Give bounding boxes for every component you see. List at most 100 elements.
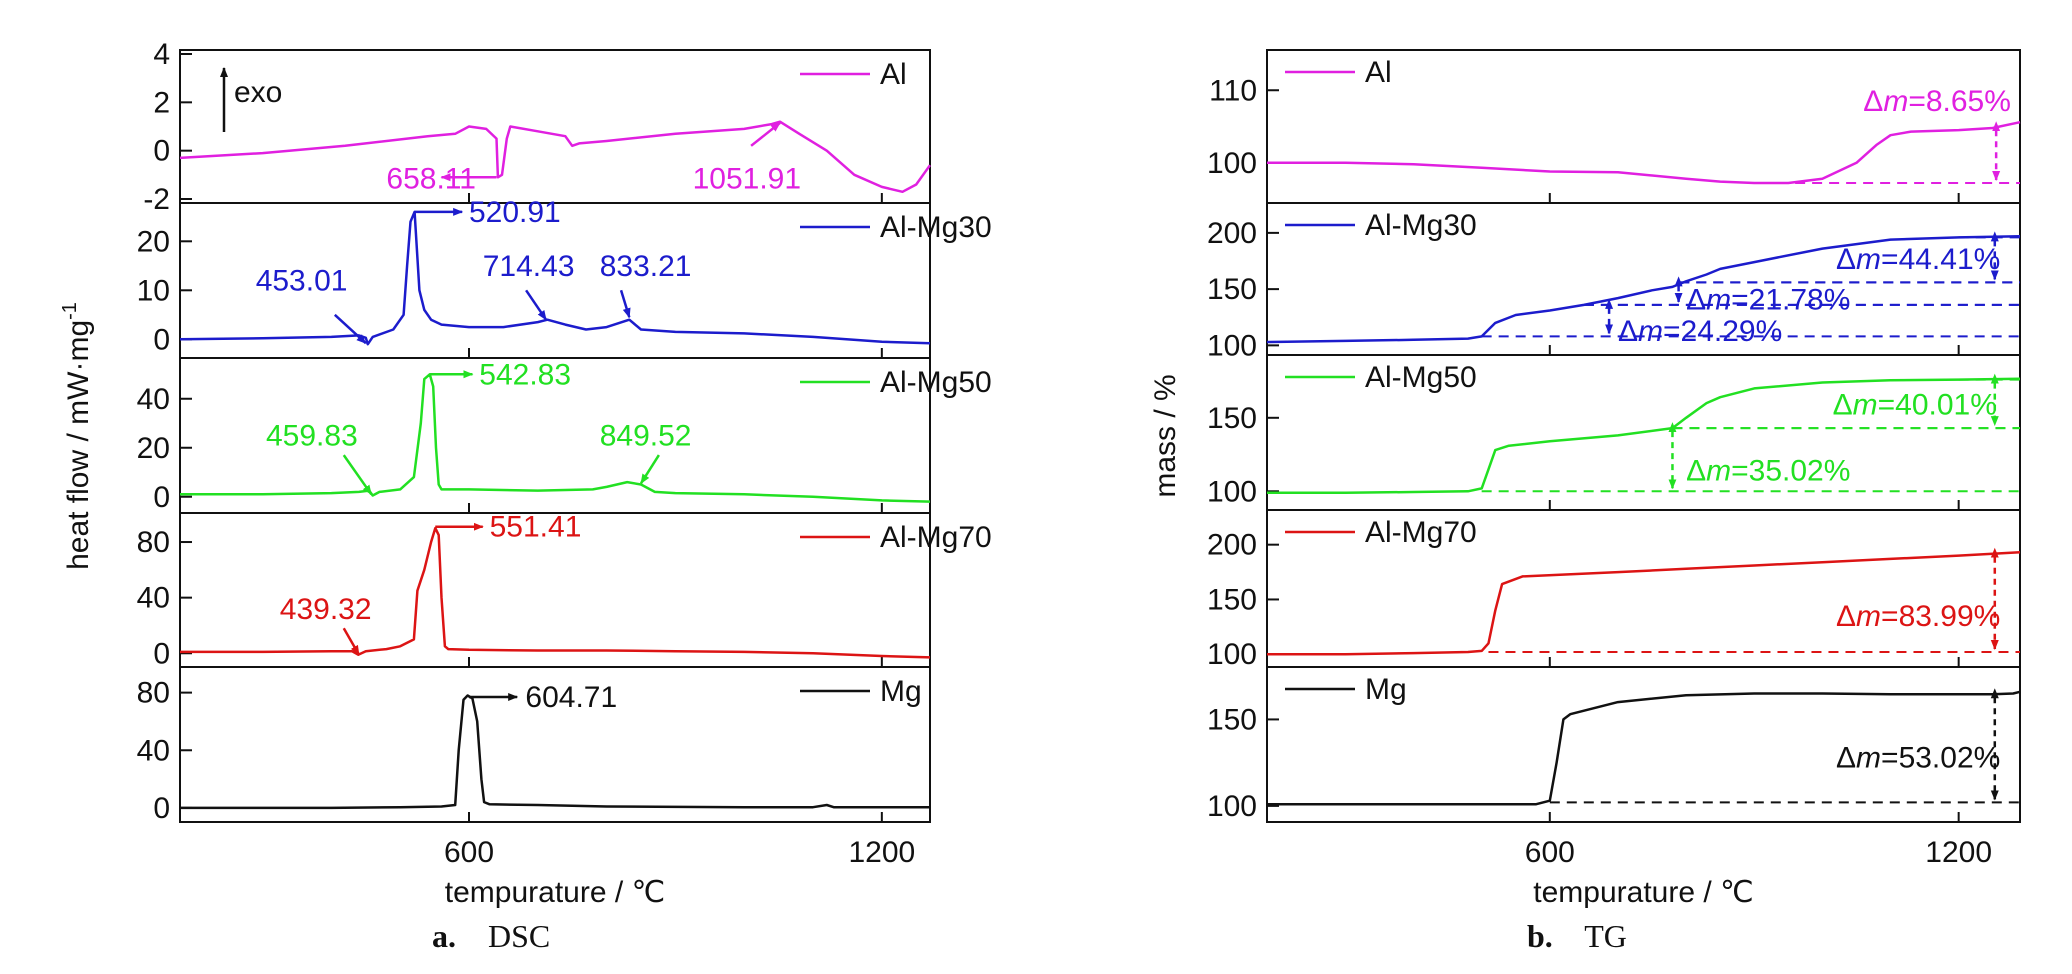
dsc-y-axis-label: heat flow / mW·mg-1 bbox=[59, 302, 95, 570]
dsc-legend-label: Al-Mg70 bbox=[880, 521, 992, 554]
dsc-xtick-label: 1200 bbox=[848, 836, 915, 869]
dsc-xtick-label: 600 bbox=[444, 836, 494, 869]
tg-legend-label: Al-Mg50 bbox=[1365, 361, 1477, 394]
tg-delta-label: Δm=21.78% bbox=[1686, 283, 1850, 316]
tg-ytick-label: 150 bbox=[1207, 583, 1257, 616]
dsc-ytick-label: 4 bbox=[153, 38, 170, 71]
tg-legend-label: Mg bbox=[1365, 673, 1407, 706]
tg-series-line-Mg bbox=[1267, 690, 2021, 806]
tg-delta-label: Δm=53.02% bbox=[1836, 741, 2000, 774]
dsc-ytick-label: 0 bbox=[153, 792, 170, 825]
tg-delta-label: Δm=8.65% bbox=[1863, 85, 2011, 118]
dsc-ytick-label: 2 bbox=[153, 86, 170, 119]
tg-series-line-Al-Mg70 bbox=[1267, 551, 2021, 656]
dsc-annotation-label: 459.83 bbox=[266, 420, 358, 453]
tg-series-line-Al-Mg30 bbox=[1266, 235, 2021, 344]
dsc-panel-3: 0 40 80 Al-Mg70 551.41 439.32 bbox=[137, 511, 992, 671]
dsc-ytick-label: 0 bbox=[153, 135, 170, 168]
dsc-annotation-arrow bbox=[639, 454, 660, 485]
dsc-chart: -2 0 2 4 Al 658.11 1051.91 0 10 20 Al-Mg30 520.91 45… bbox=[59, 38, 992, 909]
dsc-series-line-Mg bbox=[180, 694, 930, 810]
dsc-annotation-label: 453.01 bbox=[256, 265, 348, 298]
dsc-annotation-label: 849.52 bbox=[600, 420, 692, 453]
dsc-annotation-label: 714.43 bbox=[483, 250, 575, 283]
dsc-ytick-label: 20 bbox=[137, 225, 170, 258]
tg-chart: 100 110 Al Δm=8.65% 100 150 200 Al-Mg30 Δm=24.29… bbox=[1149, 49, 2021, 909]
tg-xtick-label: 1200 bbox=[1925, 836, 1992, 869]
tg-ytick-label: 100 bbox=[1207, 638, 1257, 671]
tg-panel-4: 100 150 Mg Δm=53.02% bbox=[1207, 666, 2021, 823]
tg-delta-label: Δm=83.99% bbox=[1836, 600, 2000, 633]
dsc-annotation-label: 542.83 bbox=[479, 358, 571, 391]
dsc-legend-label: Al-Mg50 bbox=[880, 366, 992, 399]
dsc-series-line-Al-Mg30 bbox=[179, 210, 931, 346]
dsc-annotation-label: 520.91 bbox=[469, 196, 561, 229]
dsc-panel-2: 0 20 40 Al-Mg50 542.83 459.83 849.52 bbox=[137, 357, 992, 514]
dsc-caption-title: DSC bbox=[488, 918, 551, 954]
tg-panel-1: 100 150 200 Al-Mg30 Δm=24.29%Δm=21.78% Δm=44.… bbox=[1207, 202, 2021, 362]
tg-series-line-Al bbox=[1267, 120, 2021, 185]
tg-panel-0: 100 110 Al Δm=8.65% bbox=[1207, 49, 2021, 204]
tg-ytick-label: 200 bbox=[1207, 529, 1257, 562]
dsc-annotation-arrow bbox=[342, 627, 360, 656]
dsc-ytick-label: 80 bbox=[137, 677, 170, 710]
tg-legend-label: Al bbox=[1365, 56, 1392, 89]
tg-ytick-label: 100 bbox=[1207, 790, 1257, 823]
dsc-ytick-label: 40 bbox=[137, 582, 170, 615]
dsc-ytick-label: 20 bbox=[137, 432, 170, 465]
tg-panel-2: 100 150 Al-Mg50 Δm=35.02% Δm=40.01% bbox=[1207, 354, 2021, 511]
tg-panel-frame bbox=[1266, 666, 2021, 823]
dsc-x-axis-label: tempurature / ℃ bbox=[445, 876, 665, 909]
dsc-annotation-label: 658.11 bbox=[386, 162, 476, 195]
dsc-annotation-arrow bbox=[525, 289, 548, 321]
tg-delta-label: Δm=44.41% bbox=[1836, 243, 2000, 276]
dsc-ytick-label: 40 bbox=[137, 383, 170, 416]
tg-ytick-label: 110 bbox=[1209, 74, 1257, 107]
dsc-caption-letter: a. bbox=[432, 918, 456, 954]
tg-ytick-label: 200 bbox=[1207, 217, 1257, 250]
tg-ytick-label: 150 bbox=[1207, 703, 1257, 736]
dsc-annotation-label: 833.21 bbox=[600, 250, 692, 283]
dsc-annotation-label: 604.71 bbox=[525, 681, 617, 714]
dsc-annotation-label: 1051.91 bbox=[693, 162, 801, 195]
dsc-panel-1: 0 10 20 Al-Mg30 520.91 453.01 714.43 833.21 bbox=[137, 196, 992, 359]
tg-series-line-Al-Mg50 bbox=[1267, 377, 2021, 495]
dsc-ytick-label: 0 bbox=[153, 481, 170, 514]
tg-x-axis-label: tempurature / ℃ bbox=[1533, 876, 1753, 909]
tg-xtick-label: 600 bbox=[1525, 836, 1575, 869]
dsc-annotation-arrow bbox=[342, 454, 373, 496]
tg-legend-label: Al-Mg70 bbox=[1365, 516, 1477, 549]
dsc-ytick-label: -2 bbox=[143, 183, 170, 216]
dsc-exo-label: exo bbox=[234, 76, 282, 109]
dsc-ytick-label: 80 bbox=[137, 526, 170, 559]
dsc-panel-frame bbox=[179, 666, 931, 823]
dsc-legend-label: Mg bbox=[880, 675, 922, 708]
dsc-annotation-label: 439.32 bbox=[280, 593, 372, 626]
dsc-legend-label: Al-Mg30 bbox=[880, 211, 992, 244]
tg-ytick-label: 100 bbox=[1207, 329, 1257, 362]
dsc-annotation-arrow bbox=[619, 289, 631, 319]
dsc-caption: a. DSC bbox=[432, 918, 550, 955]
tg-legend-label: Al-Mg30 bbox=[1365, 209, 1477, 242]
tg-delta-label: Δm=24.29% bbox=[1618, 315, 1782, 348]
tg-ytick-label: 150 bbox=[1207, 402, 1257, 435]
dsc-legend-label: Al bbox=[880, 58, 907, 91]
dsc-ytick-label: 10 bbox=[137, 274, 170, 307]
dsc-panel-0: -2 0 2 4 Al 658.11 1051.91 bbox=[143, 38, 932, 216]
tg-ytick-label: 100 bbox=[1207, 475, 1257, 508]
tg-caption-title: TG bbox=[1584, 918, 1627, 954]
tg-y-axis-label: mass / % bbox=[1149, 374, 1182, 497]
dsc-ytick-label: 0 bbox=[153, 323, 170, 356]
tg-delta-label: Δm=35.02% bbox=[1686, 455, 1850, 488]
dsc-ytick-label: 0 bbox=[153, 637, 170, 670]
dsc-ytick-label: 40 bbox=[137, 734, 170, 767]
tg-ytick-label: 100 bbox=[1207, 147, 1257, 180]
dsc-annotation-arrow bbox=[333, 313, 367, 345]
dsc-annotation-arrow bbox=[750, 121, 781, 147]
tg-ytick-label: 150 bbox=[1207, 273, 1257, 306]
tg-caption-letter: b. bbox=[1527, 918, 1553, 954]
tg-caption: b. TG bbox=[1527, 918, 1627, 955]
tg-delta-label: Δm=40.01% bbox=[1833, 389, 1997, 422]
dsc-panel-4: 0 40 80 Mg 604.71 bbox=[137, 666, 931, 825]
